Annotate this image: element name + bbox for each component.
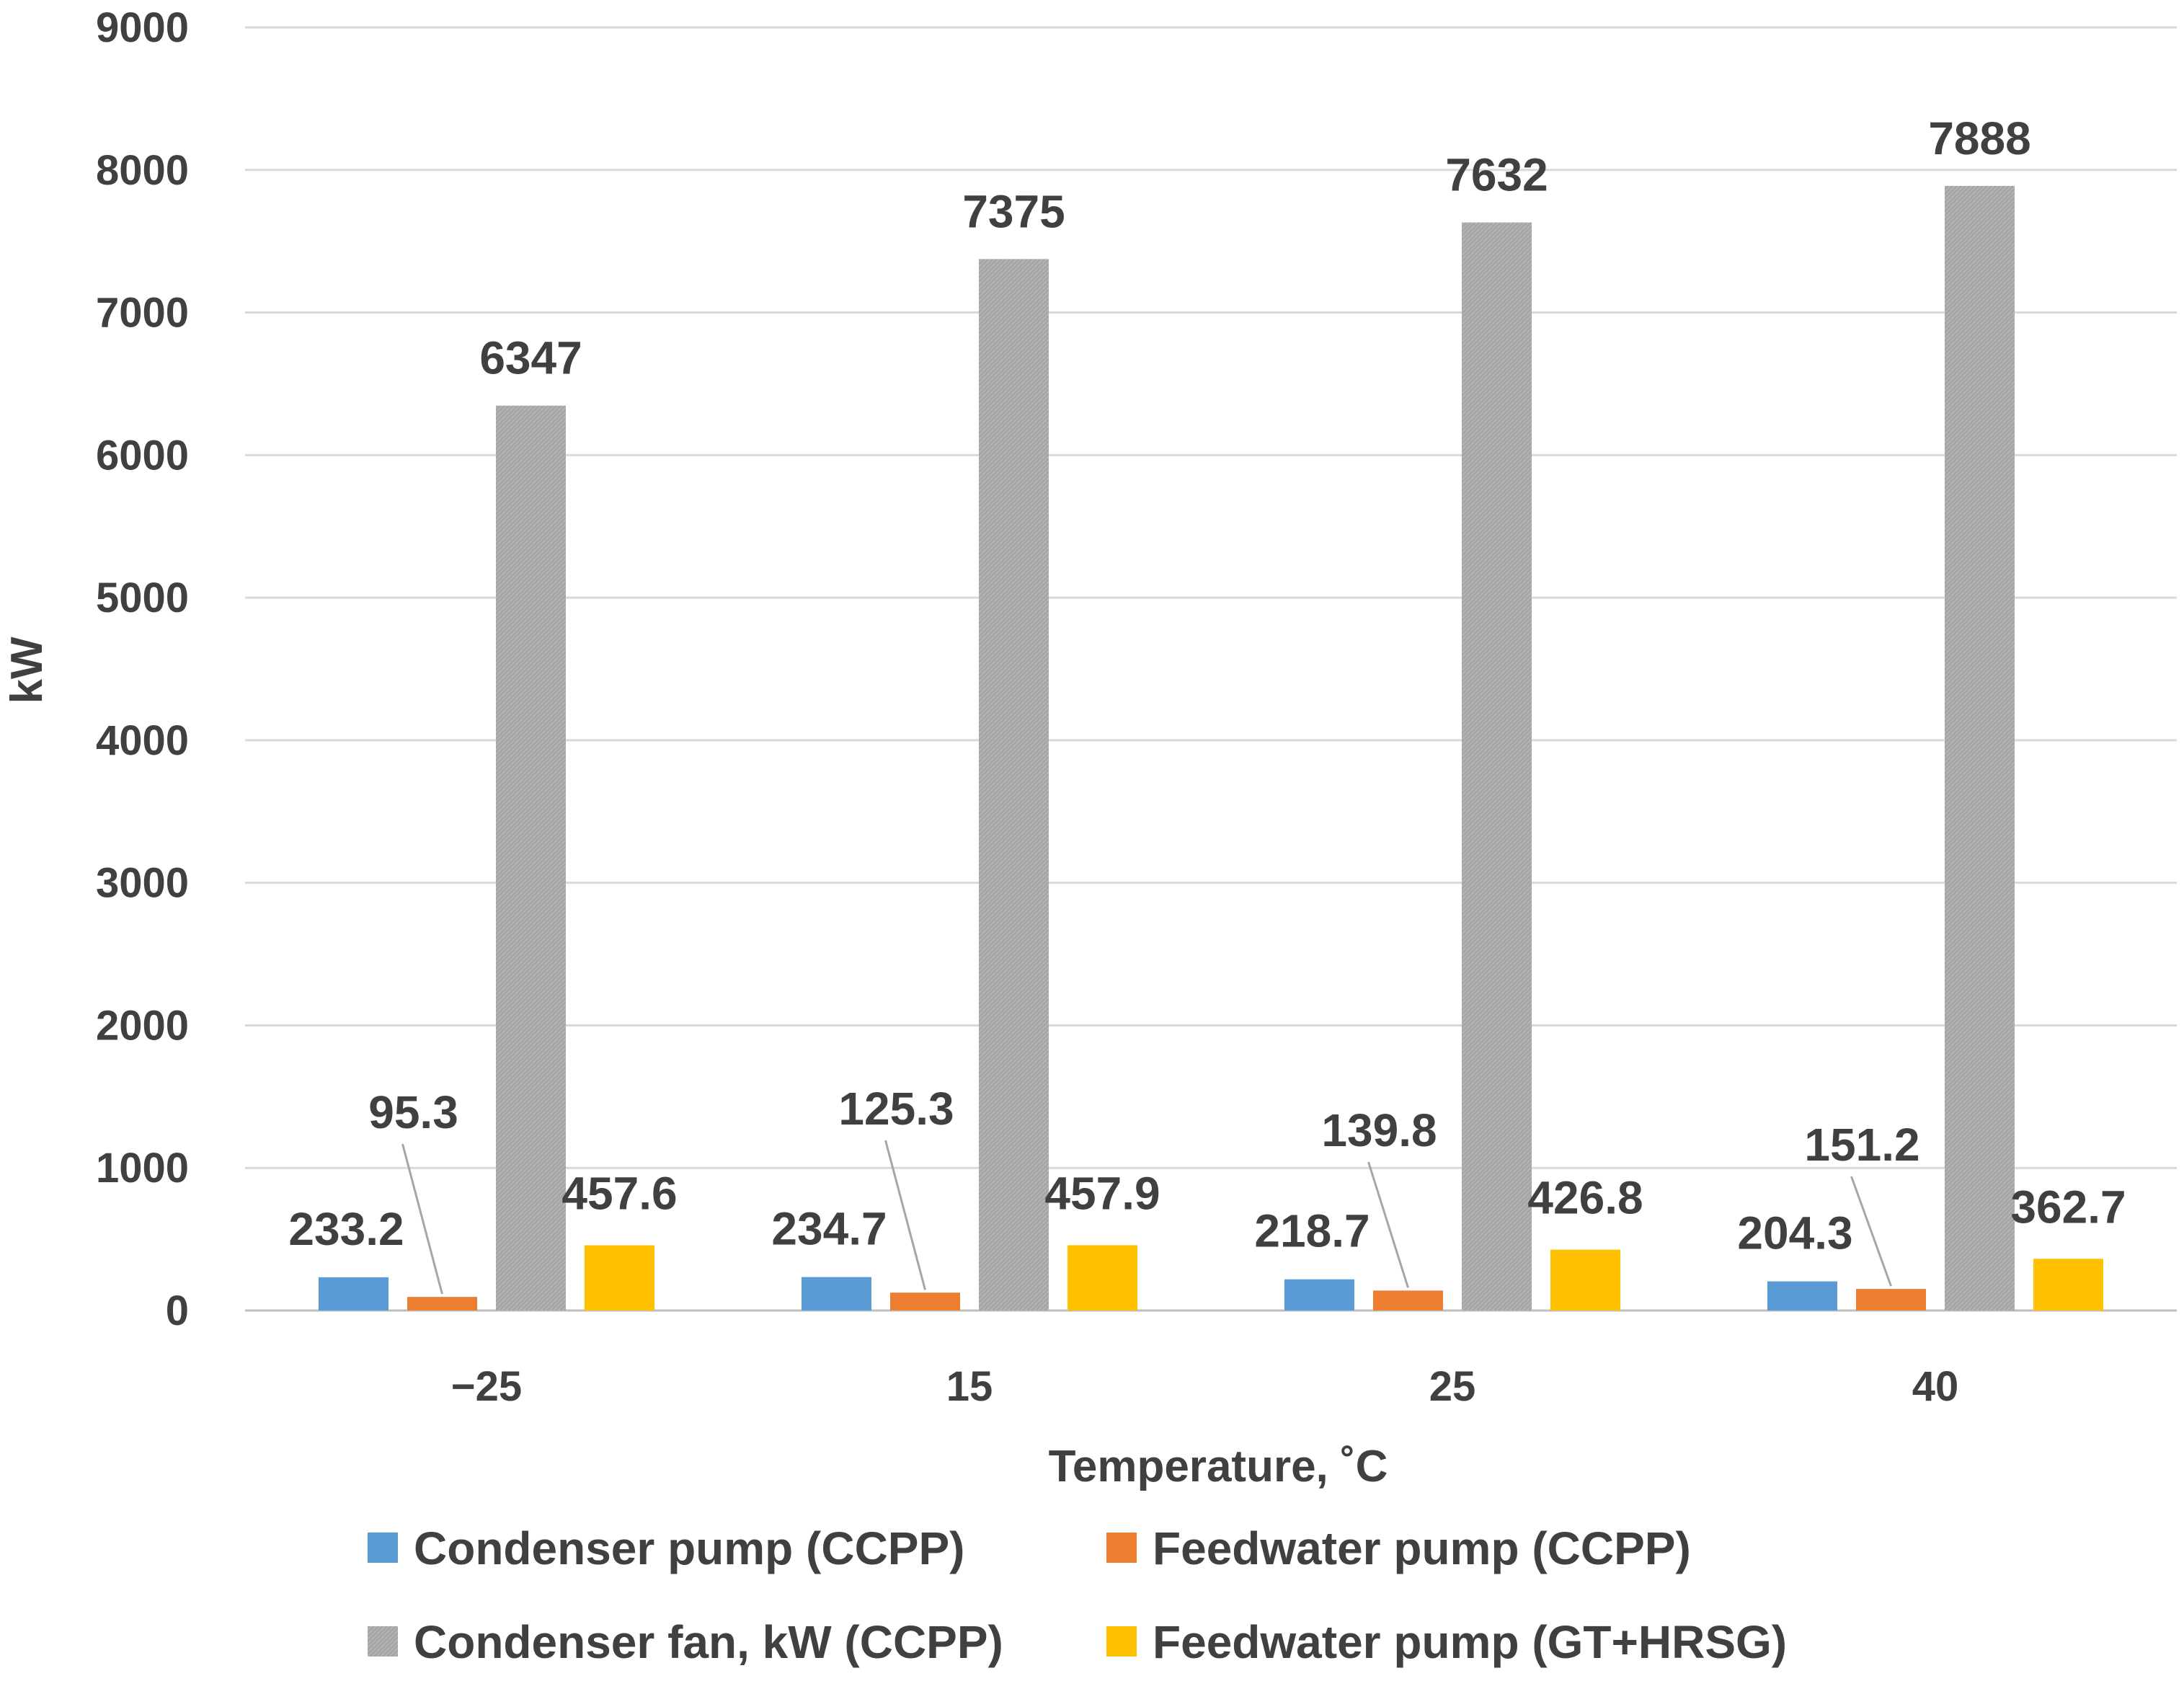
bar-condenser-pump-ccpp-: [319, 1277, 389, 1311]
bar-condenser-pump-ccpp-: [1767, 1281, 1837, 1311]
bar-condenser-fan-kw-ccpp-: [979, 259, 1049, 1311]
legend-swatch: [368, 1533, 398, 1563]
data-label: 234.7: [771, 1203, 887, 1255]
legend-swatch: [1106, 1626, 1137, 1657]
y-tick-label: 8000: [96, 147, 189, 194]
data-label: 125.3: [838, 1083, 954, 1135]
bar-feedwater-pump-gt-hrsg-: [1550, 1249, 1620, 1311]
legend-label: Feedwater pump (CCPP): [1153, 1522, 1691, 1574]
data-label-leader: [884, 1140, 926, 1290]
legend-swatch: [368, 1626, 398, 1657]
data-label: 7375: [962, 185, 1065, 237]
legend: Condenser pump (CCPP) Feedwater pump (CCP…: [368, 1522, 1787, 1668]
data-labels: 233.2 95.3 6347 457.6 234.7 125.3 7375 457.9 218…: [288, 112, 2126, 1295]
legend-label: Condenser pump (CCPP): [414, 1522, 964, 1574]
y-tick-label: 1000: [96, 1145, 189, 1192]
data-label: 362.7: [2010, 1181, 2126, 1233]
bar-condenser-fan-kw-ccpp-: [1945, 185, 2015, 1311]
data-label-leader: [401, 1143, 443, 1295]
bars: [319, 185, 2103, 1311]
data-label: 457.6: [561, 1167, 677, 1219]
bar-feedwater-pump-ccpp-: [1373, 1290, 1443, 1311]
legend-swatch: [1106, 1533, 1137, 1563]
x-tick-label: 15: [946, 1363, 993, 1410]
data-label: 457.9: [1044, 1167, 1160, 1219]
y-tick-label: 9000: [96, 4, 189, 51]
data-label: 218.7: [1254, 1205, 1370, 1257]
bar-feedwater-pump-gt-hrsg-: [585, 1245, 654, 1311]
data-label-leader: [1850, 1176, 1892, 1287]
y-tick-label: 3000: [96, 860, 189, 907]
axes: kW Temperature, ˚C: [2, 637, 1388, 1491]
data-label: 151.2: [1804, 1119, 1919, 1171]
data-label: 95.3: [368, 1086, 458, 1138]
bar-condenser-pump-ccpp-: [802, 1277, 871, 1311]
data-label: 233.2: [288, 1203, 404, 1255]
x-axis-title: Temperature, ˚C: [1049, 1442, 1388, 1491]
x-tick-label: 40: [1912, 1363, 1959, 1410]
data-label-leader: [1367, 1161, 1409, 1288]
x-tick-label: 25: [1429, 1363, 1476, 1410]
gridlines: 0 1000 2000 3000 4000 5000 6000 7000 8000 9000 −25…: [96, 4, 2177, 1410]
y-tick-label: 0: [166, 1287, 189, 1334]
bar-condenser-fan-kw-ccpp-: [1462, 222, 1532, 1311]
data-label: 139.8: [1321, 1104, 1437, 1156]
bar-feedwater-pump-ccpp-: [1856, 1289, 1926, 1311]
data-label: 7632: [1445, 149, 1548, 201]
bar-feedwater-pump-gt-hrsg-: [1067, 1245, 1137, 1311]
legend-label: Condenser fan, kW (CCPP): [414, 1616, 1003, 1668]
y-axis-title: kW: [2, 637, 52, 704]
bar-feedwater-pump-ccpp-: [407, 1297, 477, 1311]
data-label: 426.8: [1527, 1172, 1643, 1224]
data-label: 204.3: [1737, 1207, 1852, 1259]
bar-feedwater-pump-gt-hrsg-: [2033, 1259, 2103, 1311]
data-label: 6347: [479, 332, 582, 384]
bar-condenser-pump-ccpp-: [1284, 1279, 1354, 1311]
data-label: 7888: [1928, 112, 2030, 164]
y-tick-label: 2000: [96, 1002, 189, 1049]
x-tick-label: −25: [451, 1363, 522, 1410]
y-tick-label: 4000: [96, 717, 189, 764]
y-tick-label: 6000: [96, 432, 189, 479]
y-tick-label: 5000: [96, 575, 189, 621]
bar-feedwater-pump-ccpp-: [890, 1292, 960, 1311]
bar-condenser-fan-kw-ccpp-: [496, 405, 566, 1311]
y-tick-label: 7000: [96, 290, 189, 337]
legend-label: Feedwater pump (GT+HRSG): [1153, 1616, 1787, 1668]
